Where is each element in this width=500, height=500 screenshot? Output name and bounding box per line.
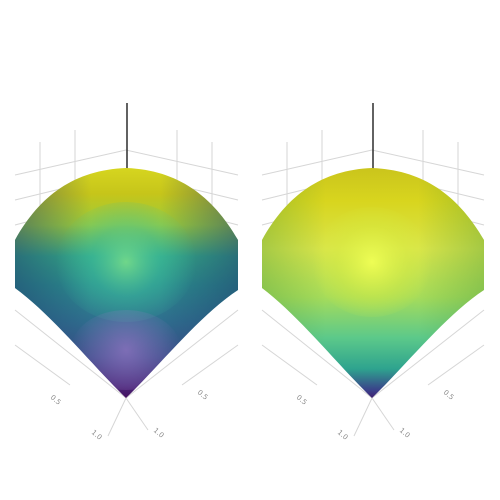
left-panel: 0.5 1.0 0.5 1.0 <box>14 103 239 442</box>
left-surface <box>15 168 238 398</box>
right-tick-x-1.0: 1.0 <box>336 428 350 441</box>
left-tick-y-1.0: 1.0 <box>152 426 166 439</box>
right-surface <box>262 168 484 398</box>
right-tick-y-1.0: 1.0 <box>398 426 412 439</box>
left-tick-y-0.5: 0.5 <box>196 388 210 401</box>
right-tick-y-0.5: 0.5 <box>442 388 456 401</box>
right-tick-x-0.5: 0.5 <box>295 393 309 406</box>
right-panel: 0.5 1.0 0.5 1.0 <box>261 103 485 442</box>
left-tick-x-1.0: 1.0 <box>90 428 104 441</box>
left-tick-x-0.5: 0.5 <box>49 393 63 406</box>
